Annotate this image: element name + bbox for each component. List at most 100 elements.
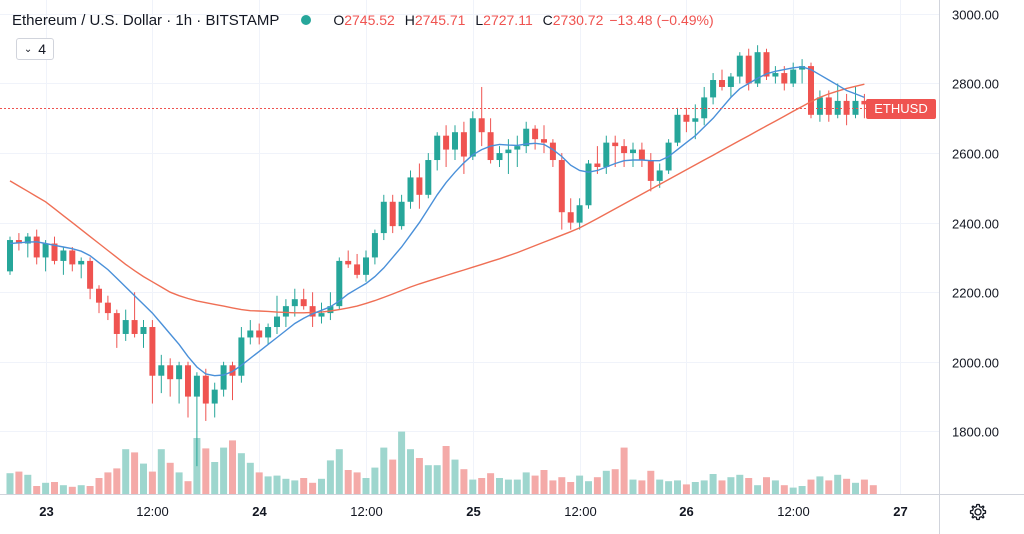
candle-body: [710, 80, 717, 98]
volume-bar: [318, 478, 325, 494]
candle-body: [309, 306, 316, 317]
candle-body: [541, 139, 547, 143]
price-tick-label: 2000.00: [952, 356, 999, 371]
candle-body: [656, 170, 663, 181]
volume-bar: [780, 485, 788, 494]
volume-bar: [727, 477, 735, 494]
close-value: 2730.72: [552, 12, 604, 28]
volume-bar: [184, 481, 192, 494]
volume-bar: [513, 479, 521, 494]
exchange-label: BITSTAMP: [205, 11, 280, 29]
last-price-label: ETHUSD: [866, 98, 936, 119]
volume-bar: [700, 480, 708, 494]
indicators-collapse-button[interactable]: ⌄ 4: [16, 38, 54, 60]
candle-body: [185, 365, 191, 397]
open-value: 2745.52: [344, 12, 395, 28]
candle-body: [256, 330, 263, 338]
ma-long-line: [9, 83, 865, 314]
symbol-name: Ethereum / U.S. Dollar: [12, 11, 163, 29]
volume-bar: [647, 470, 655, 494]
candle-body: [425, 160, 432, 195]
volume-bar: [86, 486, 94, 494]
time-tick-label: 26: [679, 504, 693, 519]
candle-body: [318, 313, 325, 317]
volume-bar: [852, 482, 859, 494]
candle-body: [460, 132, 467, 157]
volume-bar: [255, 472, 263, 494]
volume-bar: [798, 486, 806, 494]
volume-bar: [202, 448, 210, 494]
volume-bars: [6, 431, 877, 494]
candle-body: [220, 365, 227, 390]
volume-bar: [68, 486, 76, 494]
volume-bar: [718, 480, 726, 494]
candle-body: [300, 299, 307, 307]
volume-bar: [291, 480, 299, 494]
candle-body: [60, 250, 67, 261]
volume-bar: [282, 478, 290, 494]
volume-bar: [665, 481, 673, 494]
candle-body: [585, 163, 592, 206]
volume-bar: [407, 449, 414, 494]
time-tick-label: 25: [466, 504, 480, 519]
volume-bar: [691, 482, 699, 494]
candle-body: [630, 149, 636, 154]
candle-body: [158, 365, 165, 376]
volume-bar: [237, 453, 245, 494]
time-tick-label: 12:00: [777, 504, 810, 519]
volume-bar: [335, 449, 343, 494]
open-key: O: [333, 12, 345, 28]
candle-body: [674, 114, 681, 143]
volume-bar: [175, 472, 183, 494]
volume-bar: [754, 485, 762, 494]
candle-body: [567, 212, 574, 223]
volume-bar: [843, 478, 851, 494]
volume-bar: [389, 459, 397, 494]
time-tick-label: 27: [893, 504, 907, 519]
chart-settings-button[interactable]: [962, 496, 994, 528]
volume-bar: [709, 474, 717, 494]
candle-body: [407, 177, 414, 202]
candle-body: [78, 260, 85, 265]
volume-bar: [496, 478, 503, 494]
candle-body: [51, 243, 58, 261]
volume-bar: [104, 472, 112, 494]
ohlc-values: O2745.52 H2745.71 L2727.11 C2730.72: [333, 12, 603, 28]
candle-body: [621, 146, 628, 154]
candle-body: [532, 128, 539, 140]
candle-body: [638, 149, 645, 161]
candle-body: [683, 114, 690, 122]
candle-body: [371, 233, 378, 258]
volume-bar: [113, 468, 121, 494]
volume-bar: [246, 462, 254, 494]
change-value: −13.48 (−0.49%): [609, 12, 714, 28]
volume-bar: [656, 479, 664, 494]
volume-bar: [531, 475, 539, 494]
volume-bar: [15, 471, 23, 494]
candle-body: [87, 260, 94, 289]
price-tick-label: 3000.00: [952, 8, 999, 23]
candle-body: [701, 97, 708, 119]
candle-body: [354, 264, 361, 275]
volume-bar: [6, 473, 14, 494]
volume-bar: [371, 467, 379, 494]
volume-bar: [424, 465, 432, 494]
candle-body: [505, 149, 512, 154]
time-tick-label: 23: [39, 504, 53, 519]
candle-body: [558, 160, 565, 213]
volume-bar: [353, 472, 361, 494]
price-tick-label: 1800.00: [952, 425, 999, 440]
volume-bar: [620, 447, 628, 494]
interval-label: 1h: [175, 11, 193, 29]
volume-bar: [576, 475, 584, 494]
volume-bar: [157, 449, 165, 494]
volume-bar: [95, 478, 103, 494]
candle-body: [398, 201, 405, 227]
volume-bar: [229, 440, 236, 494]
candle-body: [113, 313, 120, 334]
candle-body: [603, 142, 610, 167]
candle-body: [327, 306, 334, 314]
volume-bar: [674, 480, 681, 494]
volume-bar: [504, 479, 512, 494]
